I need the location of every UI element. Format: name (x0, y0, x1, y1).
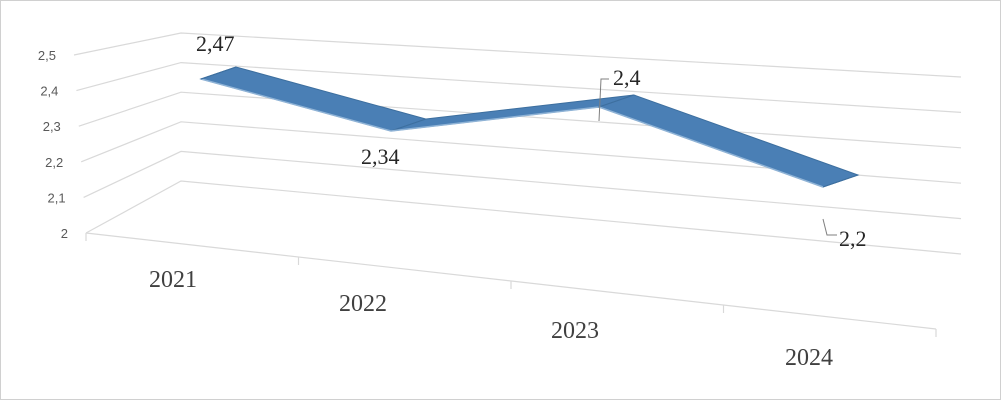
gridline (79, 92, 961, 148)
gridline (86, 181, 961, 254)
x-tick-label: 2022 (339, 291, 387, 317)
y-tick-label: 2,3 (43, 119, 61, 134)
x-tick-label: 2023 (551, 318, 599, 344)
data-label: 2,47 (196, 31, 235, 56)
data-label: 2,2 (839, 226, 867, 251)
y-tick-label: 2,4 (40, 84, 58, 99)
data-label: 2,4 (613, 65, 641, 90)
y-tick-label: 2,2 (45, 155, 63, 170)
data-label-leader (823, 219, 837, 235)
y-tick-label: 2 (61, 226, 68, 241)
x-tick-label: 2021 (149, 267, 197, 293)
series-ribbon-edge (599, 107, 823, 187)
y-tick-label: 2,1 (48, 190, 66, 205)
series-ribbon-segment (599, 95, 858, 187)
x-tick-label: 2024 (785, 345, 833, 371)
y-tick-label: 2,5 (38, 48, 56, 63)
data-label: 2,34 (361, 144, 400, 169)
series-ribbon-segment (391, 95, 634, 131)
